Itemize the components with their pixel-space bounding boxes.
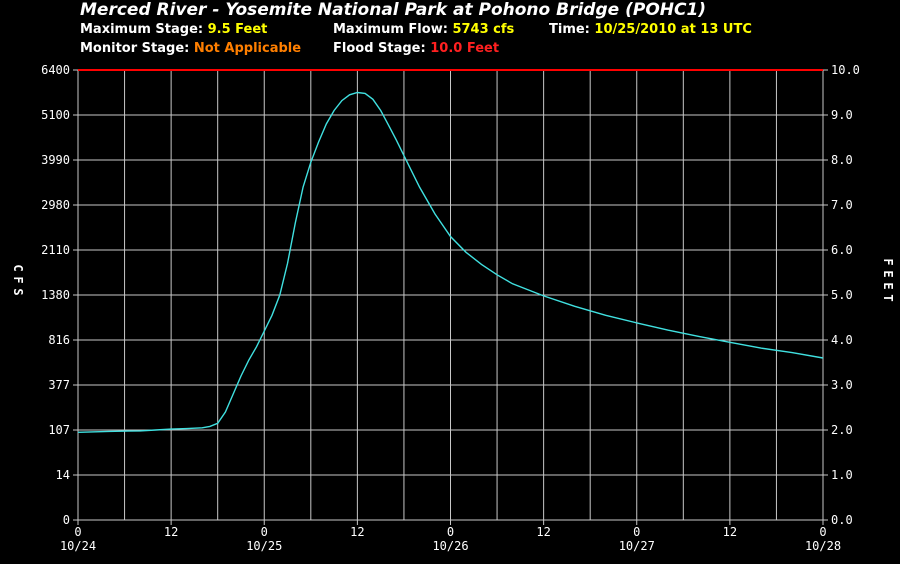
monitor-stage-label: Monitor Stage: [80,41,190,56]
x-tick-label: 12 [164,525,178,539]
axis-label-char: E [881,270,895,277]
x-tick-label: 0 [633,525,640,539]
y-tick-label-right: 5.0 [831,288,853,302]
y-tick-label-right: 8.0 [831,153,853,167]
y-tick-label-left: 5100 [41,108,70,122]
y-tick-label-right: 6.0 [831,243,853,257]
y-tick-label-left: 2110 [41,243,70,257]
flood-stage-value: 10.0 Feet [430,41,500,56]
x-tick-label: 0 [819,525,826,539]
x-tick-label: 0 [74,525,81,539]
x-date-label: 10/25 [246,539,282,553]
axis-label-char: C [11,264,25,271]
y-tick-label-right: 7.0 [831,198,853,212]
y-tick-label-right: 4.0 [831,333,853,347]
x-tick-label: 12 [350,525,364,539]
y-tick-label-left: 1380 [41,288,70,302]
axis-label-char: S [11,288,25,295]
x-tick-label: 0 [447,525,454,539]
y-tick-label-right: 9.0 [831,108,853,122]
y-tick-label-right: 10.0 [831,63,860,77]
axis-label-char: T [881,294,895,301]
y-tick-label-right: 0.0 [831,513,853,527]
monitor-stage-value: Not Applicable [193,41,302,56]
y-tick-label-left: 0 [63,513,70,527]
time-info: Time: 10/25/2010 at 13 UTC [549,22,752,37]
x-tick-label: 0 [261,525,268,539]
x-date-label: 10/28 [805,539,841,553]
series-layer [77,69,824,433]
x-date-label: 10/27 [619,539,655,553]
time-label: Time: [549,22,590,37]
y-tick-label-left: 107 [48,423,70,437]
y-tick-label-left: 377 [48,378,70,392]
y-tick-label-left: 14 [56,468,70,482]
x-tick-label: 12 [536,525,550,539]
max-stage-info: Maximum Stage: 9.5 Feet [80,22,267,37]
axis-label-char: E [881,282,895,289]
max-flow-info: Maximum Flow: 5743 cfs [333,22,514,37]
axis-label-char: F [11,276,25,283]
axis-label-char: F [881,258,895,265]
y-tick-label-right: 3.0 [831,378,853,392]
max-stage-value: 9.5 Feet [207,22,268,37]
y-tick-label-left: 816 [48,333,70,347]
flood-stage-info: Flood Stage: 10.0 Feet [333,41,499,56]
axis-ticks: 0 0.0 14 1.0 107 2.0 377 3.0 816 4.0 1380 5.0 2110 6.… [41,63,860,553]
y-tick-label-left: 3990 [41,153,70,167]
max-flow-label: Maximum Flow: [333,22,448,37]
chart-header: Merced River - Yosemite National Park at… [0,0,900,60]
y-axis-label-left: CFS [11,264,25,295]
max-flow-value: 5743 cfs [452,22,515,37]
y-tick-label-left: 2980 [41,198,70,212]
flow-series-line [77,91,824,433]
x-tick-label: 12 [723,525,737,539]
x-date-label: 10/26 [432,539,468,553]
grid [77,69,824,521]
x-date-label: 10/24 [60,539,96,553]
max-stage-label: Maximum Stage: [80,22,204,37]
monitor-stage-info: Monitor Stage: Not Applicable [80,41,301,56]
y-tick-label-left: 6400 [41,63,70,77]
chart-title: Merced River - Yosemite National Park at… [80,0,707,20]
y-tick-label-right: 2.0 [831,423,853,437]
time-value: 10/25/2010 at 13 UTC [594,22,752,37]
flood-stage-label: Flood Stage: [333,41,426,56]
y-tick-label-right: 1.0 [831,468,853,482]
